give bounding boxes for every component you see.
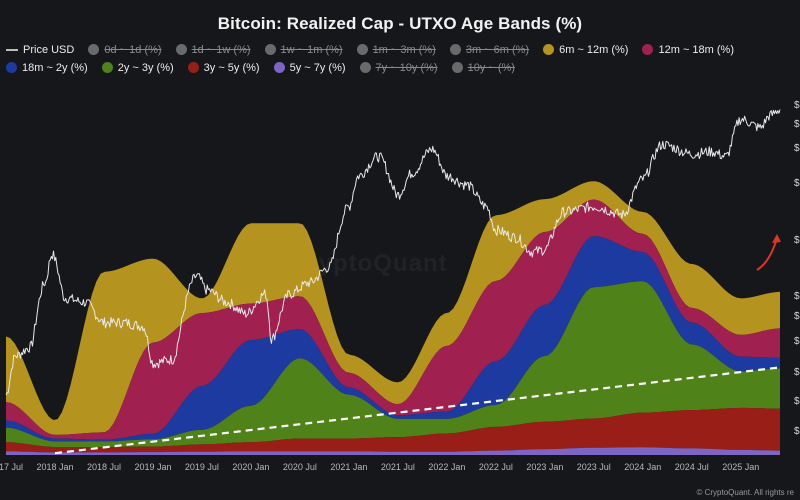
y-axis-currency-marker: $	[794, 235, 800, 246]
x-tick-label: 2024 Jul	[675, 462, 709, 472]
x-tick-label: 2025 Jan	[722, 462, 759, 472]
legend-label: 12m ~ 18m (%)	[658, 43, 734, 56]
legend-swatch	[264, 44, 276, 55]
legend-swatch	[449, 44, 461, 55]
x-tick-label: 2021 Jul	[381, 462, 415, 472]
legend-label: 3m ~ 6m (%)	[465, 43, 530, 56]
y-axis-currency-marker: $	[794, 100, 800, 111]
x-tick-label: 2023 Jul	[577, 462, 611, 472]
x-tick-label: 2022 Jan	[428, 462, 465, 472]
chart-legend: Price USD 0d ~ 1d (%) 1d ~ 1w (%) 1w ~ 1m (…	[6, 42, 796, 75]
y-axis-currency-marker: $	[794, 426, 800, 437]
y-axis-currency-marker: $	[794, 143, 800, 154]
legend-label: 18m ~ 2y (%)	[22, 61, 88, 74]
legend-label: Price USD	[23, 43, 75, 56]
legend-label: 7y ~ 10y (%)	[375, 61, 438, 74]
y-axis-currency-marker: $	[794, 311, 800, 322]
legend-swatch	[543, 44, 555, 55]
area-2y-3y	[6, 281, 780, 447]
annotation-arrow	[756, 237, 778, 271]
legend-label: 1d ~ 1w (%)	[191, 43, 251, 56]
legend-item-0d-1d[interactable]: 0d ~ 1d (%)	[88, 42, 162, 57]
legend-item-2y-3y[interactable]: 2y ~ 3y (%)	[101, 60, 174, 75]
x-tick-label: 2021 Jan	[330, 462, 367, 472]
legend-label: 0d ~ 1d (%)	[104, 43, 162, 56]
legend-label: 1m ~ 3m (%)	[372, 43, 436, 56]
y-axis-currency-marker: $	[794, 178, 800, 189]
x-tick-label: 2020 Jan	[232, 462, 269, 472]
legend-item-1d-1w[interactable]: 1d ~ 1w (%)	[175, 42, 251, 57]
y-axis-currency-marker: $	[794, 119, 800, 130]
legend-swatch	[101, 62, 113, 73]
legend-item-price-usd[interactable]: Price USD	[6, 42, 74, 57]
legend-item-5y-7y[interactable]: 5y ~ 7y (%)	[273, 60, 346, 75]
area-12m-18m	[6, 199, 780, 440]
legend-item-7y-10y[interactable]: 7y ~ 10y (%)	[359, 60, 438, 75]
legend-swatch	[175, 44, 187, 55]
legend-item-3m-6m[interactable]: 3m ~ 6m (%)	[449, 42, 530, 57]
trend-dashed-line	[54, 366, 781, 455]
legend-item-12m-18m[interactable]: 12m ~ 18m (%)	[642, 42, 734, 57]
legend-label: 10y ~ (%)	[467, 61, 515, 74]
area-6m-12m	[6, 181, 780, 435]
annotation-arrowhead	[772, 234, 781, 243]
x-tick-label: 2017 Jul	[0, 462, 23, 472]
legend-swatch	[6, 62, 17, 73]
legend-item-1m-3m[interactable]: 1m ~ 3m (%)	[356, 42, 436, 57]
legend-swatch	[187, 62, 199, 73]
legend-label: 3y ~ 5y (%)	[203, 61, 260, 74]
legend-swatch	[356, 44, 368, 55]
legend-label: 5y ~ 7y (%)	[289, 61, 346, 74]
y-axis-currency-marker: $	[794, 367, 800, 378]
x-tick-label: 2018 Jan	[36, 462, 73, 472]
price-line	[5, 109, 781, 396]
x-tick-label: 2020 Jul	[283, 462, 317, 472]
legend-item-10y[interactable]: 10y ~ (%)	[451, 60, 515, 75]
area-18m-2y	[6, 236, 780, 442]
legend-item-18m-2y[interactable]: 18m ~ 2y (%)	[6, 60, 88, 75]
x-tick-label: 2022 Jul	[479, 462, 513, 472]
x-tick-label: 2019 Jul	[185, 462, 219, 472]
legend-item-6m-12m[interactable]: 6m ~ 12m (%)	[543, 42, 628, 57]
stacked-areas	[6, 181, 780, 455]
legend-swatch	[359, 62, 371, 73]
legend-swatch	[273, 62, 285, 73]
legend-swatch	[451, 62, 463, 73]
legend-swatch	[88, 44, 100, 55]
x-tick-label: 2023 Jan	[526, 462, 563, 472]
legend-swatch	[642, 44, 654, 55]
chart-title: Bitcoin: Realized Cap - UTXO Age Bands (…	[217, 14, 583, 33]
chart-credit: © CryptoQuant. All rights re	[696, 488, 795, 497]
legend-label: 2y ~ 3y (%)	[117, 61, 174, 74]
legend-label: 1w ~ 1m (%)	[280, 43, 343, 56]
x-tick-label: 2019 Jan	[134, 462, 171, 472]
y-axis-currency-marker: $	[794, 291, 800, 302]
area-3y-5y	[6, 407, 780, 453]
area-5y-7y	[6, 447, 780, 455]
legend-label: 6m ~ 12m (%)	[559, 43, 629, 56]
x-tick-label: 2018 Jul	[87, 462, 121, 472]
legend-swatch	[6, 48, 18, 51]
y-axis-currency-marker: $	[794, 396, 800, 407]
y-axis-currency-marker: $	[794, 336, 800, 347]
x-tick-label: 2024 Jan	[624, 462, 661, 472]
legend-item-1w-1m[interactable]: 1w ~ 1m (%)	[264, 42, 343, 57]
legend-item-3y-5y[interactable]: 3y ~ 5y (%)	[187, 60, 260, 75]
